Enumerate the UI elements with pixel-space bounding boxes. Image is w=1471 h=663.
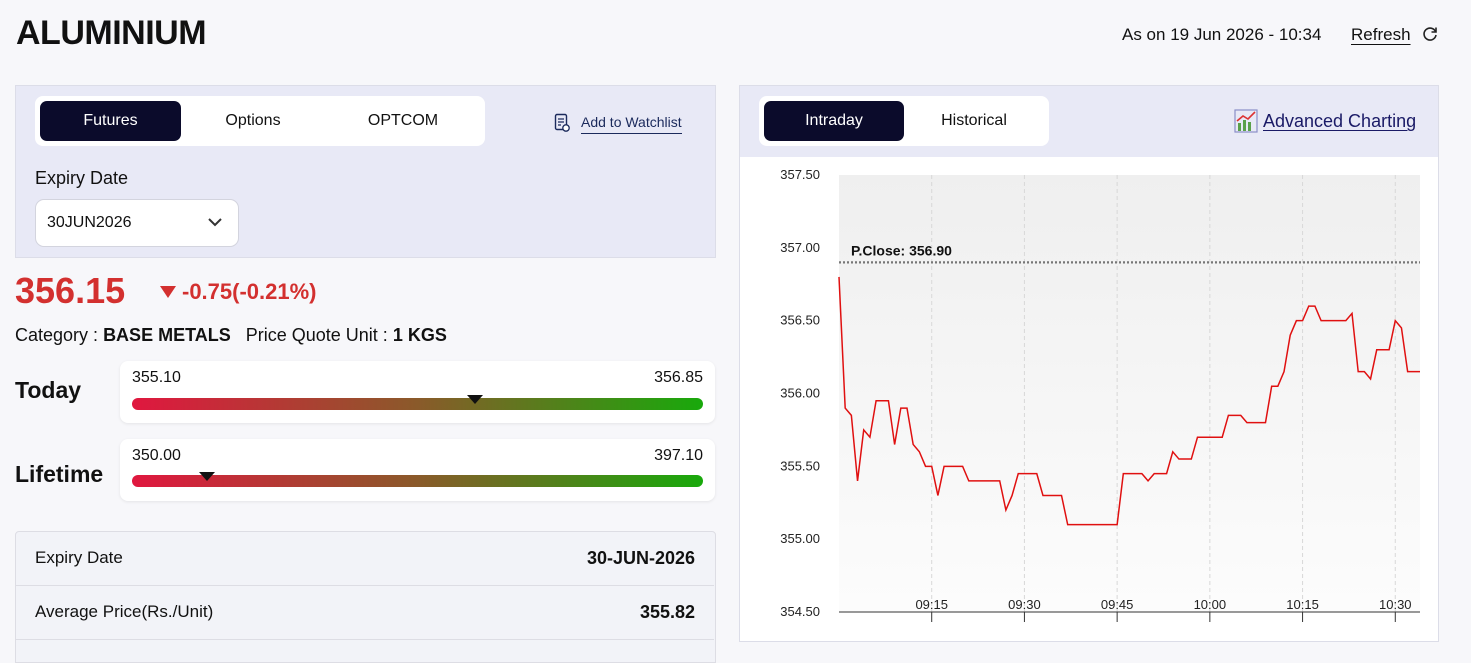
table-row: Expiry Date 30-JUN-2026 [16, 532, 714, 585]
table-row [16, 639, 714, 662]
range-card: 350.00 397.10 [120, 439, 715, 501]
y-tick-label: 356.00 [780, 386, 820, 401]
category-label: Category : [15, 325, 99, 345]
intraday-chart: 09:15 09:30 09:45 10:00 10:15 10:30 354.50 355.… [780, 167, 1420, 622]
cell: Expiry Date [35, 548, 123, 567]
range-marker [466, 395, 483, 404]
page-title: ALUMINIUM [16, 14, 207, 52]
tab[interactable]: Intraday [764, 101, 904, 141]
tab-group: Intraday Historical [759, 96, 1049, 146]
range-bar [132, 398, 703, 410]
unit: 1 KGS [392, 325, 447, 345]
range-marker [198, 472, 215, 481]
refresh-icon[interactable] [1421, 25, 1439, 43]
category-line: Category : BASE METALS Price Quote Unit … [15, 325, 447, 346]
refresh[interactable]: Refresh [1351, 25, 1411, 44]
tab-group: Futures Options OPTCOM [35, 96, 485, 146]
add-to-watchlist[interactable]: Add to Watchlist [581, 114, 682, 134]
expiry-value: 30JUN2026 [47, 214, 132, 231]
chevron [208, 218, 222, 227]
range-label: Lifetime [15, 461, 104, 487]
change: -0.75(-0.21%) [182, 279, 317, 304]
plot-area [839, 175, 1420, 612]
range-high: 397.10 [654, 447, 703, 464]
tab[interactable]: Historical [941, 112, 1007, 129]
x-tick-label: 10:00 [1194, 597, 1227, 612]
cell: 30-JUN-2026 [586, 548, 695, 568]
y-tick-label: 355.50 [780, 458, 820, 473]
x-tick-label: 09:15 [915, 597, 948, 612]
y-tick-label: 357.00 [780, 240, 820, 255]
y-tick-label: 354.50 [780, 604, 820, 619]
expiry-select[interactable]: 30JUN2026 [35, 199, 239, 247]
range-high: 356.85 [654, 369, 703, 386]
down-arrow [160, 286, 176, 298]
price: 356.15 [15, 270, 126, 311]
y-tick-label: 357.50 [780, 167, 820, 182]
chart-icon[interactable] [1234, 109, 1258, 133]
x-tick-label: 09:45 [1101, 597, 1134, 612]
range-card: 355.10 356.85 [120, 361, 715, 423]
cell: 355.82 [639, 602, 695, 622]
page: ALUMINIUM As on 19 Jun 2026 - 10:34 Refr… [15, 14, 1439, 663]
y-tick-label: 355.00 [780, 531, 820, 546]
watchlist-icon[interactable] [554, 113, 570, 133]
x-tick-label: 09:30 [1008, 597, 1041, 612]
y-tick-label: 356.50 [780, 313, 820, 328]
range-low: 350.00 [132, 447, 181, 464]
x-tick-label: 10:30 [1379, 597, 1412, 612]
expiry-label: Expiry Date [35, 168, 129, 188]
range-bar [132, 475, 703, 487]
x-tick-label: 10:15 [1286, 597, 1319, 612]
tab[interactable]: OPTCOM [367, 112, 439, 129]
range-label: Today [15, 377, 82, 403]
details-table: Expiry Date 30-JUN-2026 Average Price(Rs.… [15, 531, 716, 663]
category: BASE METALS [103, 325, 231, 345]
table-row: Average Price(Rs./Unit) 355.82 [16, 585, 714, 639]
tab[interactable]: Options [225, 112, 281, 129]
reference-label: P.Close: 356.90 [851, 242, 952, 258]
range-low: 355.10 [132, 369, 181, 386]
as-on: As on 19 Jun 2026 - 10:34 [1122, 25, 1322, 44]
price-line [838, 276, 1420, 526]
unit-label: Price Quote Unit : [245, 325, 388, 345]
cell: Average Price(Rs./Unit) [35, 602, 214, 621]
tab[interactable]: Futures [40, 101, 181, 141]
advanced-charting[interactable]: Advanced Charting [1263, 111, 1417, 131]
